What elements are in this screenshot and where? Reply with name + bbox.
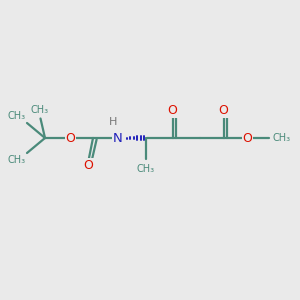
Text: CH₃: CH₃ [31,105,49,115]
Text: CH₃: CH₃ [136,164,154,174]
Text: CH₃: CH₃ [8,111,26,121]
Text: CH₃: CH₃ [8,155,26,165]
Text: O: O [66,131,75,145]
Text: N: N [113,131,122,145]
Text: O: O [219,103,228,117]
Text: CH₃: CH₃ [272,133,290,143]
Text: O: O [243,131,252,145]
Text: H: H [109,117,117,127]
Text: O: O [84,159,93,172]
Text: O: O [168,103,177,117]
